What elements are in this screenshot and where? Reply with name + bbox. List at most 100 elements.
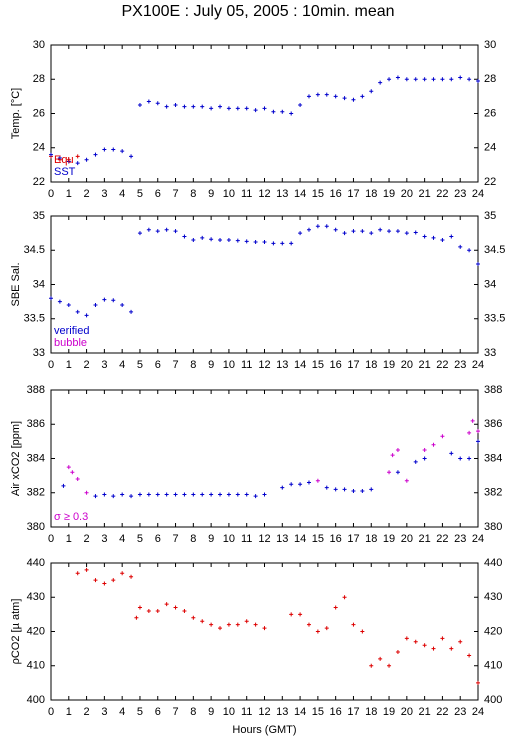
x-tick-label: 24 (472, 706, 484, 718)
data-point (369, 89, 374, 94)
x-tick-label: 17 (347, 533, 359, 545)
x-tick-label: 4 (119, 188, 125, 200)
data-point (75, 477, 80, 482)
x-tick-label: 1 (66, 533, 72, 545)
data-point (422, 234, 427, 239)
data-point (262, 240, 267, 245)
y-tick-label: 400 (27, 694, 45, 706)
data-point (280, 485, 285, 490)
x-tick-label: 1 (66, 706, 72, 718)
data-point (342, 487, 347, 492)
x-tick-label: 0 (48, 533, 54, 545)
y2-tick-label: 22 (484, 176, 496, 188)
x-tick-label: 20 (401, 188, 413, 200)
x-tick-label: 11 (241, 188, 252, 200)
legend-label: bubble (54, 337, 87, 349)
data-point (84, 567, 89, 572)
y-axis-label: ρCO2 [µ atm] (10, 599, 22, 665)
y-tick-label: 380 (27, 521, 45, 533)
data-point (289, 241, 294, 246)
x-tick-label: 22 (436, 359, 448, 371)
y2-tick-label: 33.5 (484, 313, 505, 325)
data-point (306, 480, 311, 485)
x-tick-label: 12 (258, 533, 270, 545)
data-point (324, 626, 329, 631)
x-tick-label: 19 (383, 533, 395, 545)
data-point (75, 154, 80, 159)
y-tick-label: 420 (27, 625, 45, 637)
data-point (280, 241, 285, 246)
x-tick-label: 19 (383, 706, 395, 718)
plot-frame (50, 44, 479, 183)
data-point (298, 102, 303, 107)
x-tick-label: 5 (137, 706, 143, 718)
x-tick-label: 18 (365, 188, 377, 200)
x-tick-label: 21 (419, 188, 431, 200)
y-tick-label: 33.5 (24, 313, 45, 325)
data-point (134, 615, 139, 620)
y2-tick-label: 34.5 (484, 244, 505, 256)
plot-frame (50, 389, 479, 528)
data-point (137, 605, 142, 610)
x-tick-label: 24 (472, 533, 484, 545)
data-point (137, 231, 142, 236)
data-point (102, 581, 107, 586)
data-point (111, 494, 116, 499)
x-tick-label: 19 (383, 188, 395, 200)
x-tick-label: 17 (347, 359, 359, 371)
data-point (369, 231, 374, 236)
x-tick-label: 5 (137, 359, 143, 371)
legend-label: SST (54, 166, 76, 178)
data-point (146, 99, 151, 104)
data-point (244, 492, 249, 497)
data-point (467, 430, 472, 435)
data-point (476, 429, 480, 434)
y-axis-label: Air xCO2 [ppm] (10, 421, 22, 496)
data-point (449, 77, 454, 82)
x-tick-label: 9 (208, 706, 214, 718)
data-point (218, 492, 223, 497)
y2-tick-label: 28 (484, 73, 496, 85)
data-point (458, 456, 463, 461)
x-tick-label: 21 (419, 533, 431, 545)
x-tick-label: 7 (172, 188, 178, 200)
x-axis-label: Hours (GMT) (232, 724, 296, 736)
data-point (164, 104, 169, 109)
y-tick-label: 28 (33, 73, 45, 85)
chart-title: PX100E : July 05, 2005 : 10min. mean (121, 3, 394, 20)
y2-tick-label: 388 (484, 384, 502, 396)
x-tick-label: 23 (454, 359, 466, 371)
x-tick-label: 8 (190, 359, 196, 371)
data-point (182, 492, 187, 497)
data-point (404, 77, 409, 82)
data-point (200, 235, 205, 240)
x-tick-label: 18 (365, 706, 377, 718)
data-point (209, 106, 214, 111)
data-point (111, 578, 116, 583)
data-point (93, 303, 98, 308)
y-axis-label: SBE Sal. (10, 262, 22, 306)
data-point (476, 439, 480, 444)
x-tick-label: 11 (241, 359, 252, 371)
data-point (191, 104, 196, 109)
x-tick-label: 16 (330, 188, 342, 200)
legend-label: Equ (54, 154, 74, 166)
data-point (369, 663, 374, 668)
data-point (306, 227, 311, 232)
data-point (351, 622, 356, 627)
data-point (315, 629, 320, 634)
data-point (458, 639, 463, 644)
y2-tick-label: 440 (484, 557, 502, 569)
data-point (182, 608, 187, 613)
x-tick-label: 10 (223, 533, 235, 545)
x-tick-label: 8 (190, 706, 196, 718)
y2-tick-label: 34 (484, 278, 496, 290)
x-tick-label: 0 (48, 706, 54, 718)
data-point (129, 494, 134, 499)
x-tick-label: 13 (276, 359, 288, 371)
data-point (306, 94, 311, 99)
data-point (342, 231, 347, 236)
y-tick-label: 34 (33, 278, 45, 290)
x-tick-label: 15 (312, 706, 324, 718)
x-tick-label: 14 (294, 706, 306, 718)
